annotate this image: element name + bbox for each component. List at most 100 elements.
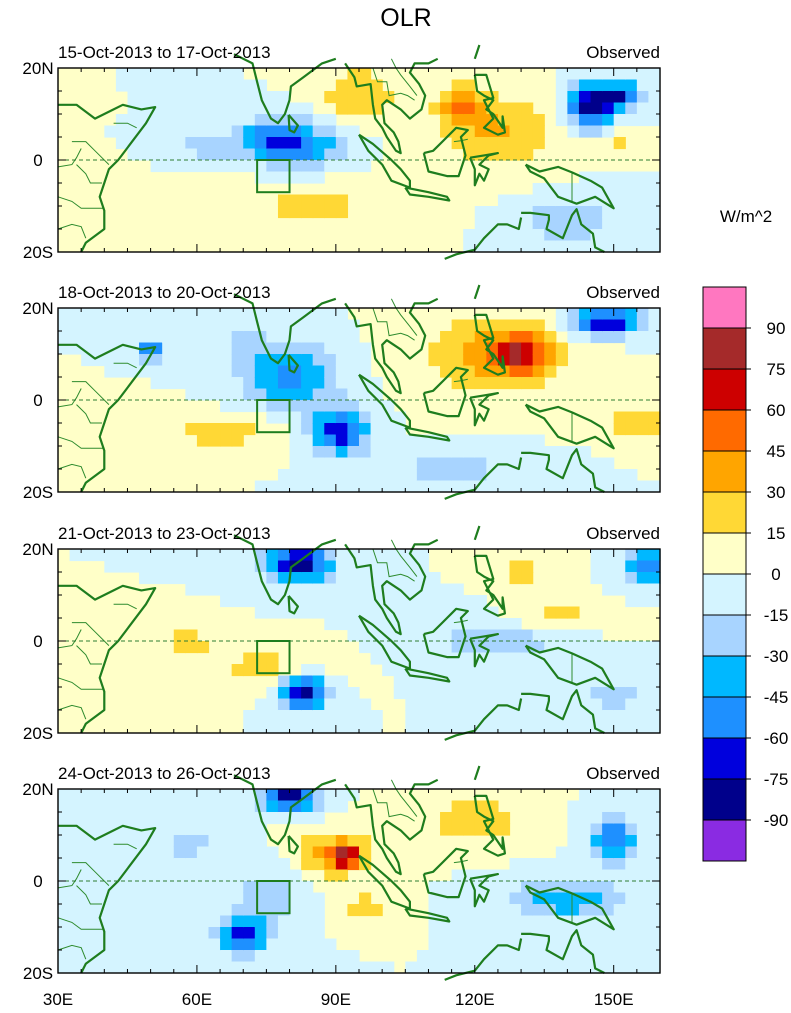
anomaly-cell	[185, 331, 198, 344]
anomaly-cell	[451, 319, 464, 332]
anomaly-cell	[254, 950, 267, 963]
anomaly-cell	[196, 79, 210, 92]
coastline	[404, 667, 451, 683]
anomaly-cell	[150, 572, 163, 585]
y-tick-label: 0	[33, 391, 42, 410]
anomaly-cell	[544, 354, 557, 367]
anomaly-cell	[289, 549, 302, 562]
anomaly-cell	[555, 319, 568, 332]
anomaly-cell	[81, 938, 94, 951]
anomaly-cell	[185, 846, 198, 859]
anomaly-cell	[405, 560, 418, 573]
anomaly-cell	[254, 125, 267, 138]
anomaly-cell	[312, 137, 325, 150]
anomaly-cell	[474, 938, 487, 951]
anomaly-cell	[613, 331, 626, 344]
anomaly-cell	[243, 846, 256, 859]
anomaly-cell	[127, 892, 140, 905]
anomaly-cell	[231, 961, 244, 974]
anomaly-cell	[567, 79, 580, 92]
anomaly-cell	[648, 194, 661, 207]
anomaly-cell	[266, 388, 279, 401]
anomaly-cell	[139, 572, 152, 585]
anomaly-cell	[578, 240, 592, 253]
anomaly-cell	[521, 698, 534, 711]
anomaly-cell	[243, 572, 256, 585]
anomaly-cell	[532, 125, 545, 138]
anomaly-cell	[277, 961, 291, 974]
anomaly-cell	[578, 217, 592, 230]
y-tick-label: 20N	[22, 59, 53, 78]
country-border	[372, 307, 415, 341]
anomaly-cell	[521, 480, 534, 493]
anomaly-cell	[277, 206, 291, 219]
anomaly-cell	[243, 388, 256, 401]
anomaly-cell	[335, 423, 349, 436]
anomaly-cell	[185, 365, 198, 378]
anomaly-cell	[590, 102, 603, 115]
anomaly-cell	[196, 102, 210, 115]
anomaly-cell	[648, 869, 661, 882]
anomaly-cell	[301, 687, 314, 700]
country-border	[57, 917, 105, 930]
anomaly-cell	[324, 319, 337, 332]
anomaly-cell	[150, 846, 163, 859]
anomaly-cell	[578, 835, 592, 848]
anomaly-cell	[532, 915, 545, 928]
anomaly-cell	[440, 950, 453, 963]
anomaly-cell	[602, 217, 615, 230]
anomaly-cell	[162, 904, 175, 917]
anomaly-cell	[359, 892, 372, 905]
anomaly-cell	[162, 342, 175, 355]
anomaly-cell	[393, 457, 406, 470]
anomaly-cell	[613, 583, 626, 596]
anomaly-cell	[382, 572, 395, 585]
anomaly-cell	[104, 365, 117, 378]
anomaly-cell	[127, 68, 140, 81]
anomaly-cell	[81, 835, 94, 848]
anomaly-cell	[150, 927, 163, 940]
anomaly-cell	[162, 961, 175, 974]
anomaly-cell	[173, 961, 186, 974]
anomaly-cell	[486, 446, 499, 459]
anomaly-cell	[567, 480, 580, 493]
anomaly-cell	[254, 606, 267, 619]
anomaly-cell	[301, 721, 314, 734]
anomaly-cell	[289, 721, 302, 734]
anomaly-cell	[440, 927, 453, 940]
anomaly-cell	[509, 194, 522, 207]
coastline	[287, 595, 299, 615]
anomaly-cell	[312, 354, 325, 367]
anomaly-cell	[266, 961, 279, 974]
anomaly-cell	[567, 308, 580, 321]
anomaly-cell	[509, 365, 522, 378]
anomaly-cell	[578, 629, 592, 642]
anomaly-cell	[266, 365, 279, 378]
anomaly-cell	[208, 869, 221, 882]
anomaly-cell	[567, 710, 580, 723]
anomaly-cell	[58, 846, 71, 859]
anomaly-cell	[648, 423, 661, 436]
anomaly-cell	[220, 125, 233, 138]
anomaly-cell	[301, 812, 314, 825]
anomaly-cell	[613, 835, 626, 848]
anomaly-cell	[347, 423, 360, 436]
anomaly-cell	[370, 91, 383, 104]
anomaly-cell	[463, 319, 476, 332]
anomaly-cell	[266, 331, 279, 344]
anomaly-cell	[173, 137, 186, 150]
anomaly-cell	[254, 789, 267, 802]
anomaly-cell	[127, 869, 140, 882]
anomaly-cell	[613, 800, 626, 813]
anomaly-cell	[173, 354, 186, 367]
anomaly-cell	[405, 480, 418, 493]
anomaly-cell	[602, 102, 615, 115]
colorbar-label: 45	[767, 442, 786, 461]
anomaly-cell	[544, 240, 557, 253]
anomaly-cell	[173, 308, 186, 321]
coastline	[344, 538, 439, 636]
colorbar-label: 0	[771, 565, 780, 584]
anomaly-cell	[567, 858, 580, 871]
anomaly-cell	[359, 846, 372, 859]
anomaly-cell	[301, 583, 314, 596]
